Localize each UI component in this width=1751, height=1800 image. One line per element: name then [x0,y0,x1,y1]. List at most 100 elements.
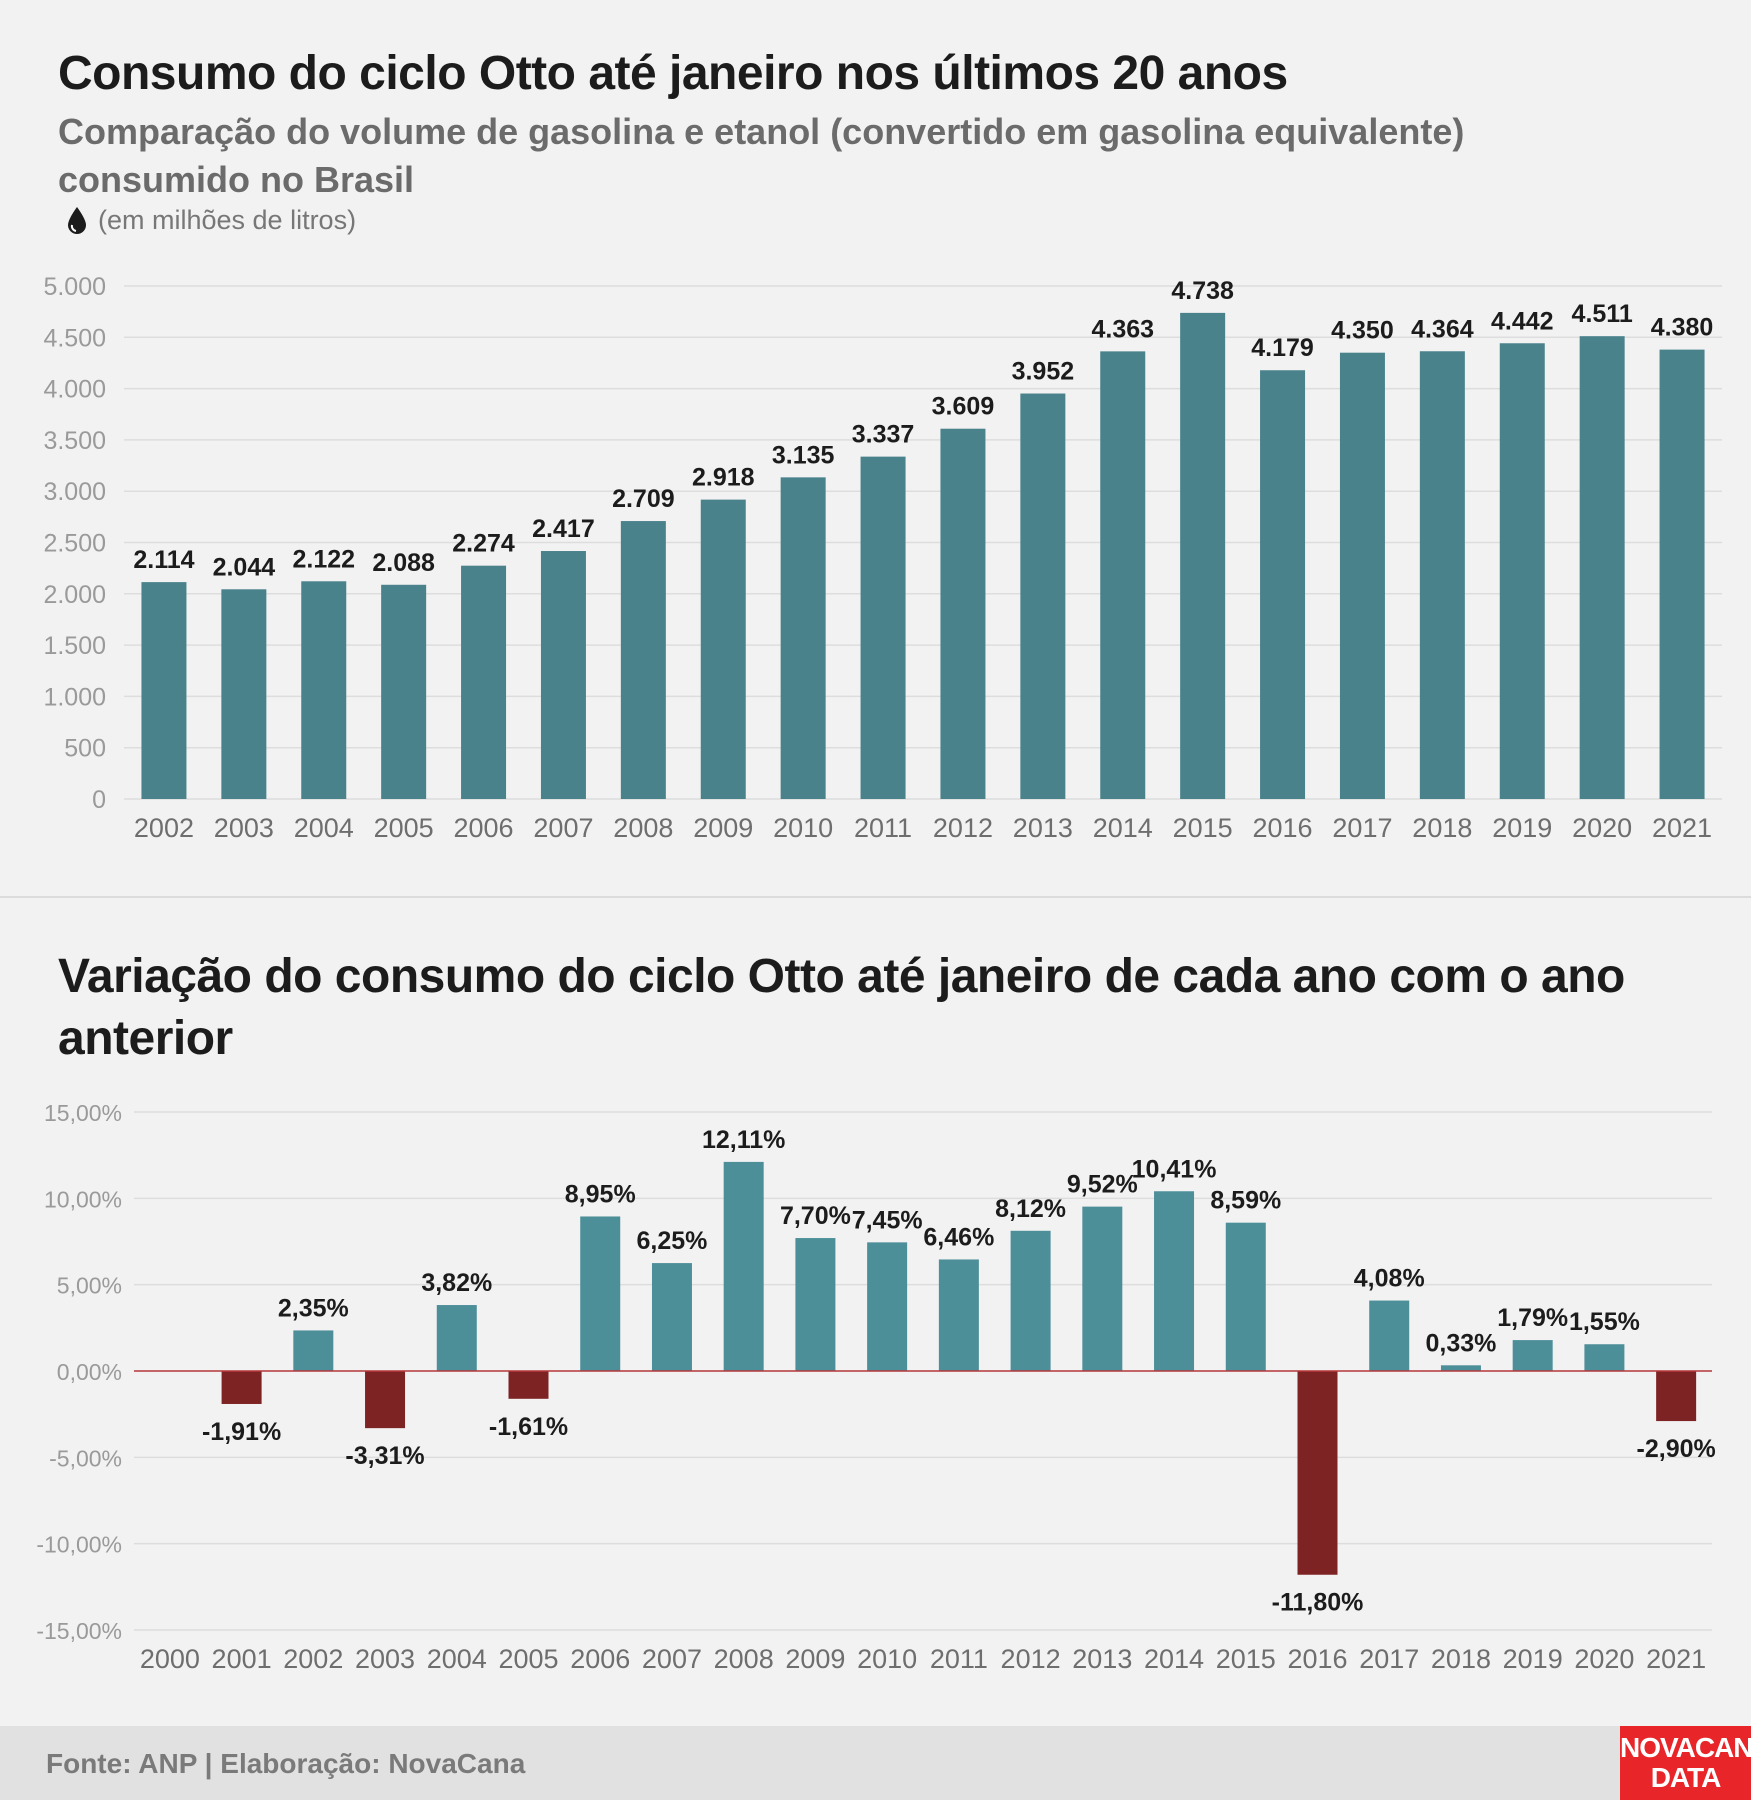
bar [540,551,586,799]
x-tick-label: 2018 [1431,1644,1491,1674]
data-label: 1,79% [1497,1304,1568,1332]
x-tick-label: 2009 [785,1644,845,1674]
data-label: 3.952 [1012,358,1075,386]
data-label: 4.350 [1331,317,1394,345]
bar [1659,349,1705,799]
x-tick-label: 2017 [1332,813,1392,843]
data-label: 4.179 [1251,334,1314,362]
bar [301,581,347,799]
bar [461,565,507,799]
data-label: 8,95% [565,1180,636,1208]
y-tick-label: 10,00% [44,1186,122,1212]
data-label: 10,41% [1132,1155,1217,1183]
y-tick-label: 2.000 [43,581,106,609]
bar [1656,1371,1697,1422]
bar [1260,370,1306,799]
bar [365,1371,406,1429]
y-tick-label: 5.000 [43,273,106,301]
data-label: -1,91% [202,1418,281,1446]
data-label: 2.122 [292,545,355,573]
y-tick-label: 1.500 [43,632,106,660]
x-tick-label: 2021 [1646,1644,1706,1674]
unit-note: (em milhões de litros) [98,205,357,235]
x-tick-label: 2014 [1093,813,1153,843]
bar [795,1238,836,1371]
bar [1440,1365,1481,1371]
bar [700,499,746,799]
section-divider [0,896,1751,898]
y-tick-label: -15,00% [36,1618,122,1644]
data-label: -2,90% [1637,1435,1716,1463]
data-label: 2.044 [213,553,276,581]
x-tick-label: 2018 [1412,813,1472,843]
y-tick-label: 4.000 [43,376,106,404]
variation-bar-chart: -15,00% -10,00% -5,00% 0,00% 5,00% 10,00% 15,0… [36,1100,1716,1674]
x-tick-label: 2013 [1072,1644,1132,1674]
bar [1584,1344,1625,1371]
bar [1082,1206,1123,1371]
data-label: 2.709 [612,485,675,513]
data-label: 2.274 [452,530,515,558]
bar [1100,351,1146,799]
bar [1419,351,1465,799]
x-tick-label: 2001 [212,1644,272,1674]
bar [141,582,187,799]
x-tick-label: 2007 [533,813,593,843]
bar [1180,312,1226,799]
bar [1225,1222,1266,1371]
bar [1010,1230,1051,1371]
data-label: 4.364 [1411,315,1474,343]
data-label: 6,46% [923,1223,994,1251]
x-tick-label: 2004 [294,813,354,843]
y-tick-label: 0,00% [57,1359,122,1385]
bar [651,1263,692,1371]
x-tick-label: 2003 [355,1644,415,1674]
data-label: 0,33% [1426,1329,1497,1357]
data-label: 4.442 [1491,307,1554,335]
bar [508,1371,549,1399]
bar [1499,343,1545,799]
data-label: 1,55% [1569,1308,1640,1336]
y-tick-label: 15,00% [44,1100,122,1126]
x-tick-label: 2012 [933,813,993,843]
chart1-subtitle: Comparação do volume de gasolina e etano… [58,111,1465,200]
x-tick-label: 2015 [1216,1644,1276,1674]
x-tick-label: 2008 [714,1644,774,1674]
data-label: 4,08% [1354,1265,1425,1293]
bar [221,589,267,799]
bar [1339,352,1385,799]
bar [620,521,666,799]
novacana-data-logo: NOVACANA DATA [1620,1726,1751,1800]
data-label: 4.511 [1572,300,1633,328]
x-tick-label: 2019 [1492,813,1552,843]
data-label: 2,35% [278,1294,349,1322]
source-credit: Fonte: ANP | Elaboração: NovaCana [46,1748,526,1779]
y-tick-label: 500 [64,735,106,763]
data-label: 2.088 [372,549,435,577]
data-label: 4.380 [1651,314,1714,342]
data-label: 4.738 [1171,277,1234,305]
bar [1369,1300,1410,1371]
x-tick-label: 2011 [930,1644,988,1674]
x-tick-label: 2010 [857,1644,917,1674]
x-tick-label: 2008 [613,813,673,843]
footer-bar: Fonte: ANP | Elaboração: NovaCana [0,1726,1751,1800]
bar [381,584,427,799]
data-label: -11,80% [1272,1589,1364,1617]
y-tick-label: 2.500 [43,530,106,558]
x-tick-label: 2017 [1359,1644,1419,1674]
x-tick-label: 2003 [214,813,274,843]
data-label: 2.114 [133,546,194,574]
y-tick-label: 3.000 [43,478,106,506]
bar [1020,393,1066,799]
y-tick-label: 1.000 [43,683,106,711]
bar [940,428,986,799]
bar [436,1305,477,1371]
bar [293,1330,334,1371]
drop-icon [68,206,86,234]
bar [780,477,826,799]
x-tick-label: 2007 [642,1644,702,1674]
y-tick-label: -10,00% [36,1532,122,1558]
bar [860,456,906,799]
data-label: -3,31% [345,1442,424,1470]
